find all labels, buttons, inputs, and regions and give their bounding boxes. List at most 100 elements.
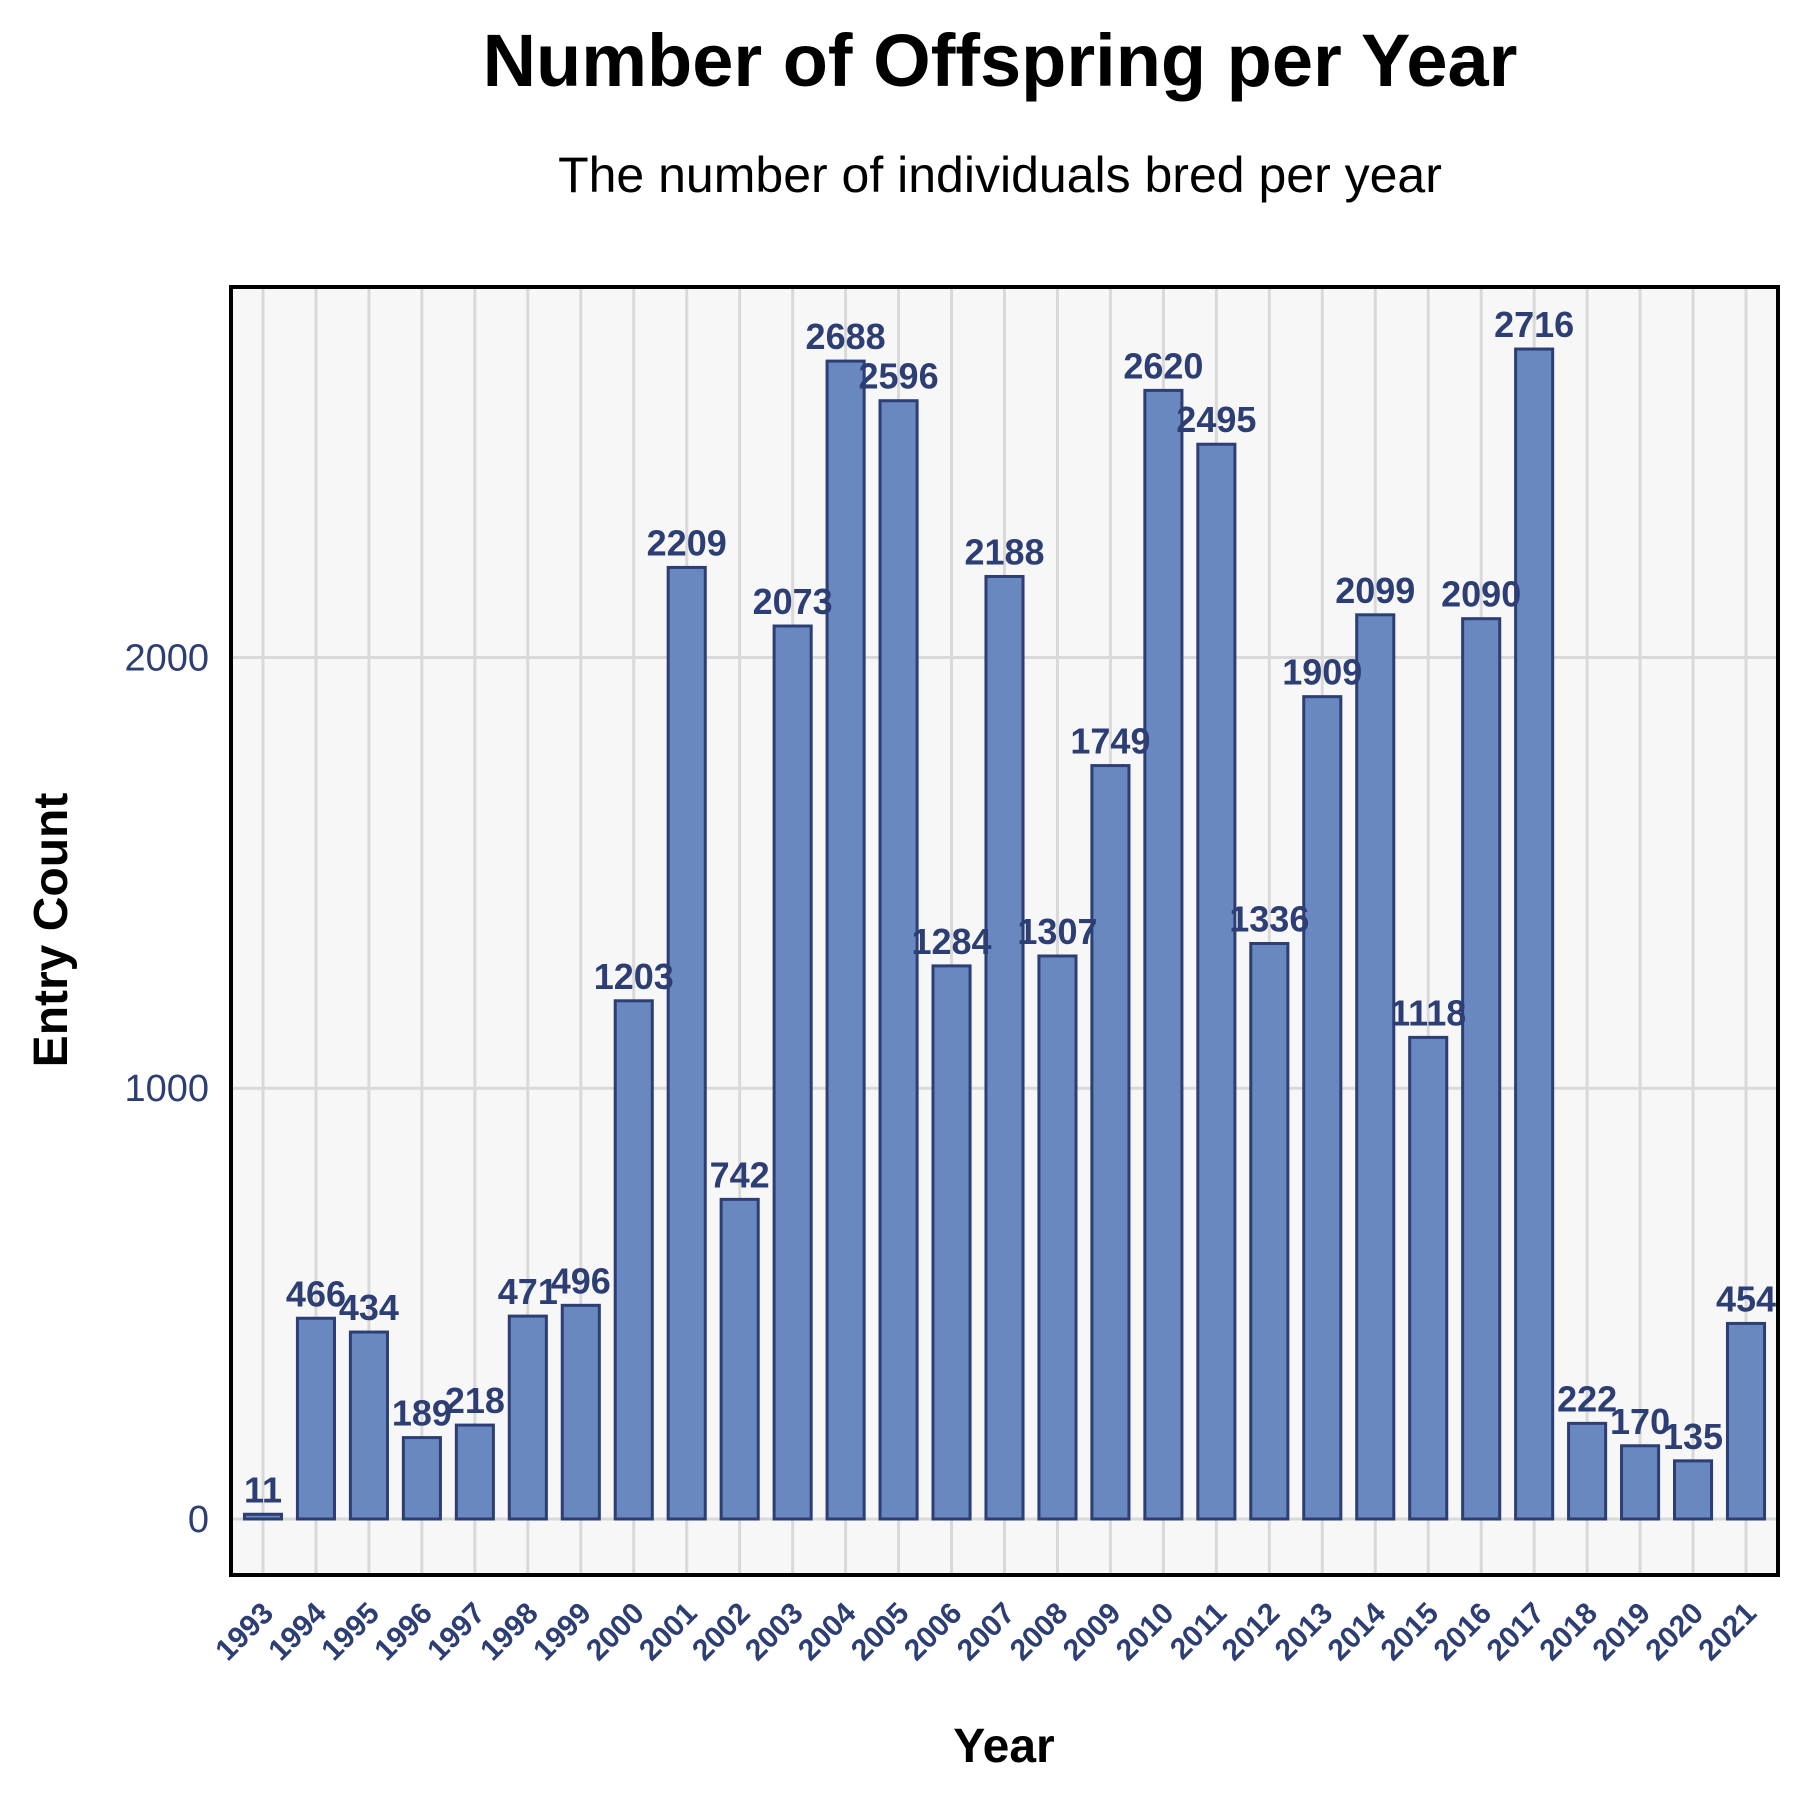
- bar-2012: [1249, 941, 1290, 1521]
- bar-2021: [1725, 1321, 1767, 1521]
- data-label-2018: 222: [1557, 1378, 1617, 1419]
- x-tick-label: 1999: [527, 1597, 598, 1668]
- data-label-2005: 2596: [859, 356, 939, 397]
- x-tick-label: 2004: [792, 1596, 863, 1667]
- data-label-1997: 218: [445, 1380, 505, 1421]
- chart-subtitle: The number of individuals bred per year: [558, 147, 1442, 203]
- x-axis-title: Year: [953, 1720, 1054, 1773]
- bar-2003: [772, 624, 813, 1521]
- data-label-2017: 2716: [1494, 304, 1574, 345]
- x-tick-label: 2019: [1586, 1597, 1657, 1668]
- bar-2016: [1461, 617, 1502, 1521]
- x-tick-label: 2011: [1164, 1597, 1233, 1666]
- x-tick-label: 1996: [368, 1597, 439, 1668]
- data-label-1999: 496: [551, 1260, 611, 1301]
- bar-2010: [1143, 388, 1184, 1521]
- x-tick-label: 2001: [633, 1597, 704, 1668]
- bar-1999: [560, 1303, 601, 1521]
- x-tick-label: 2005: [845, 1597, 916, 1668]
- data-label-2003: 2073: [753, 581, 833, 622]
- bar-2018: [1567, 1421, 1608, 1521]
- data-label-1996: 189: [392, 1393, 452, 1434]
- x-axis-ticks: 1993199419951996199719981999200020012002…: [209, 1596, 1763, 1667]
- data-label-2015: 1118: [1390, 992, 1466, 1033]
- bar-2007: [984, 574, 1025, 1521]
- data-label-2021: 454: [1716, 1278, 1776, 1319]
- data-label-2004: 2688: [806, 316, 886, 357]
- x-tick-label: 2020: [1639, 1597, 1710, 1668]
- x-tick-label: 2021: [1692, 1597, 1763, 1668]
- x-tick-label: 2007: [951, 1597, 1022, 1668]
- bar-1993: [242, 1512, 284, 1521]
- x-tick-label: 1993: [209, 1597, 280, 1668]
- bar-2000: [613, 999, 654, 1521]
- data-label-2007: 2188: [964, 531, 1044, 572]
- data-label-2001: 2209: [647, 522, 727, 563]
- data-label-2002: 742: [710, 1154, 770, 1195]
- bar-2015: [1408, 1035, 1449, 1521]
- data-label-1998: 471: [498, 1271, 558, 1312]
- bar-1995: [348, 1330, 389, 1521]
- bar-1994: [295, 1316, 337, 1521]
- data-label-1993: 11: [244, 1469, 282, 1510]
- data-label-2020: 135: [1663, 1416, 1723, 1457]
- x-tick-label: 2006: [898, 1597, 969, 1668]
- x-tick-label: 2016: [1428, 1597, 1499, 1668]
- bar-2002: [719, 1197, 760, 1521]
- bar-2013: [1302, 695, 1343, 1521]
- bar-2014: [1355, 613, 1396, 1521]
- x-tick-label: 2009: [1057, 1597, 1128, 1668]
- bar-2004: [825, 359, 866, 1521]
- data-label-2013: 1909: [1282, 652, 1362, 693]
- x-tick-label: 2010: [1110, 1597, 1181, 1668]
- data-label-2016: 2090: [1441, 574, 1521, 615]
- x-tick-label: 2000: [580, 1597, 651, 1668]
- y-axis-ticks: 0 1000 2000: [124, 637, 209, 1541]
- x-tick-label: 2003: [739, 1597, 810, 1668]
- y-tick-label: 0: [188, 1499, 209, 1541]
- bar-2019: [1620, 1444, 1661, 1521]
- bar-2005: [878, 399, 919, 1521]
- bar-2001: [666, 565, 707, 1521]
- data-label-2000: 1203: [594, 956, 674, 997]
- y-axis-title: Entry Count: [25, 793, 78, 1068]
- x-tick-label: 1995: [315, 1597, 386, 1668]
- data-label-1995: 434: [339, 1287, 399, 1328]
- bar-2011: [1196, 442, 1237, 1521]
- bar-2006: [931, 964, 972, 1521]
- chart-title: Number of Offspring per Year: [483, 19, 1518, 102]
- x-tick-label: 2018: [1534, 1597, 1605, 1668]
- bar-2009: [1090, 764, 1131, 1521]
- bar-1997: [454, 1423, 495, 1521]
- y-tick-label: 1000: [124, 1068, 209, 1110]
- x-tick-label: 2002: [686, 1597, 757, 1668]
- bar-series: [242, 347, 1767, 1521]
- data-label-2010: 2620: [1123, 345, 1203, 386]
- data-label-1994: 466: [286, 1273, 346, 1314]
- data-label-2014: 2099: [1335, 570, 1415, 611]
- data-label-2009: 1749: [1070, 721, 1150, 762]
- data-label-2006: 1284: [911, 921, 991, 962]
- x-tick-label: 2014: [1322, 1596, 1393, 1667]
- bar-2020: [1672, 1459, 1714, 1521]
- plot-border: [229, 285, 1780, 1577]
- bar-2008: [1037, 954, 1078, 1521]
- x-tick-label: 1994: [262, 1596, 333, 1667]
- x-tick-label: 1998: [474, 1597, 545, 1668]
- x-tick-label: 2017: [1481, 1597, 1552, 1668]
- x-tick-label: 2012: [1216, 1597, 1287, 1668]
- data-label-2011: 2495: [1176, 399, 1256, 440]
- x-tick-label: 1997: [421, 1597, 492, 1668]
- data-label-2012: 1336: [1229, 898, 1309, 939]
- x-tick-label: 2015: [1375, 1597, 1446, 1668]
- bar-1998: [507, 1314, 548, 1521]
- x-tick-label: 2013: [1269, 1597, 1340, 1668]
- x-tick-label: 2008: [1004, 1597, 1075, 1668]
- data-labels: 1146643418921847149612032209742207326882…: [244, 304, 1776, 1510]
- bar-1996: [401, 1436, 442, 1521]
- bar-2017: [1514, 347, 1555, 1521]
- data-label-2019: 170: [1610, 1401, 1670, 1442]
- data-label-2008: 1307: [1017, 911, 1097, 952]
- y-tick-label: 2000: [124, 637, 209, 679]
